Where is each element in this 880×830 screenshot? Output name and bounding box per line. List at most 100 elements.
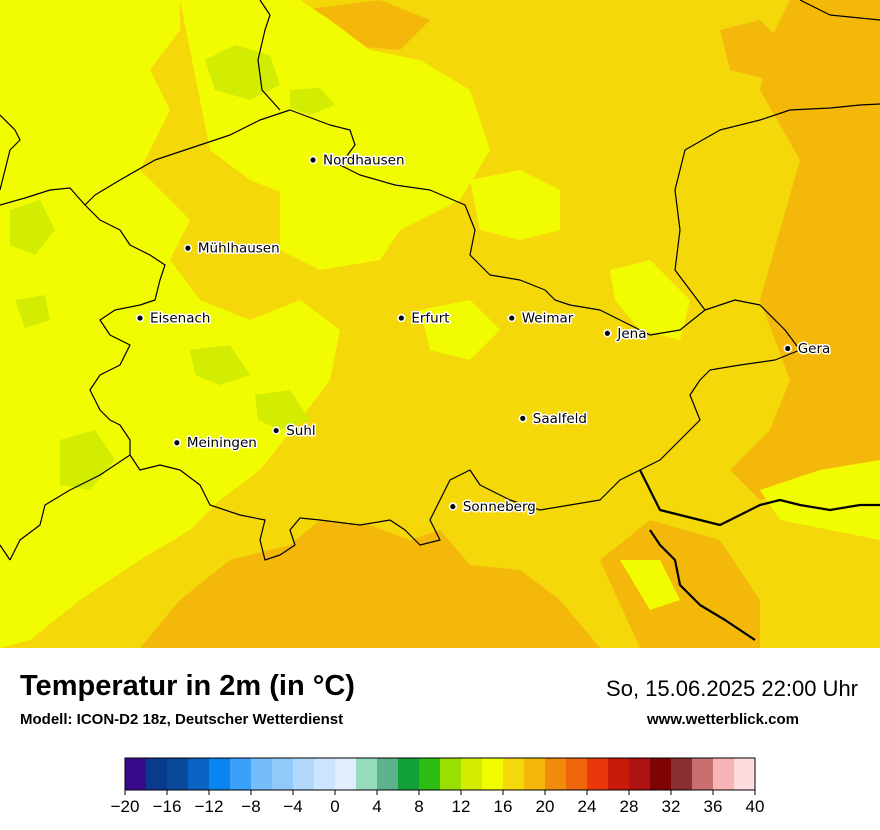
temp-zone-east — [730, 0, 880, 500]
temp-zone-southeast-patch — [760, 460, 880, 540]
city-dot — [137, 315, 143, 321]
legend-tick-label: 28 — [620, 797, 639, 816]
city-label: Saalfeld — [533, 411, 587, 427]
legend-tick-label: 4 — [372, 797, 381, 816]
color-legend: −20 −16 −12 −8 −4 0 4 8 12 16 20 24 28 32 36 40 — [111, 757, 765, 816]
legend-swatch — [524, 758, 546, 790]
city-nordhausen: Nordhausen — [308, 151, 406, 170]
legend-swatches — [124, 757, 756, 791]
city-label: Gera — [798, 341, 831, 357]
legend-tick-label: −20 — [111, 797, 140, 816]
city-label: Eisenach — [150, 311, 210, 327]
temp-zone-cool-west — [10, 200, 55, 255]
temp-zone-east-patch — [610, 260, 690, 340]
city-dot — [604, 330, 611, 336]
temp-zones-20-22 — [140, 0, 880, 648]
website-link[interactable]: www.wetterblick.com — [647, 711, 799, 728]
city-dot — [450, 503, 456, 510]
state-border-northwest — [0, 114, 21, 191]
city-dot — [509, 315, 515, 321]
temp-zone-cool-hainich — [15, 295, 50, 328]
legend-tick-label: −4 — [283, 797, 302, 816]
legend-tick-label: −16 — [153, 797, 182, 816]
legend-swatch — [566, 758, 588, 790]
legend-swatch — [503, 758, 525, 790]
legend-tick-label: 16 — [494, 797, 513, 816]
legend-tick-label: −8 — [241, 797, 260, 816]
legend-swatch — [377, 758, 399, 790]
city-markers: Nordhausen Mühlhausen Eisenach Erfurt Weimar… — [135, 151, 832, 517]
legend-swatch — [209, 758, 231, 790]
legend-tick-label: 36 — [704, 797, 723, 816]
city-label: Erfurt — [411, 311, 449, 327]
temp-zone-center-band — [280, 180, 400, 270]
legend-swatch — [629, 758, 651, 790]
legend-tick-label: −12 — [195, 797, 224, 816]
city-label: Suhl — [286, 423, 315, 439]
city-jena: Jena — [603, 324, 648, 343]
state-border-west — [0, 187, 86, 206]
city-dot — [520, 415, 526, 421]
city-sonneberg: Sonneberg — [448, 498, 537, 517]
legend-swatch — [146, 758, 168, 790]
legend-swatch — [356, 758, 378, 790]
city-label: Sonneberg — [463, 499, 536, 515]
temp-zone-cool-southwest — [60, 430, 115, 490]
city-dot — [398, 315, 404, 321]
city-dot — [310, 157, 316, 163]
legend-swatch — [461, 758, 483, 790]
legend-swatch — [692, 758, 714, 790]
legend-tick-label: 40 — [746, 797, 765, 816]
temp-zone-erfurt-patch — [420, 300, 500, 360]
temp-zone-northeast — [720, 20, 790, 80]
city-gera: Gera — [783, 339, 832, 358]
legend-swatch — [608, 758, 630, 790]
state-border-east — [674, 103, 880, 311]
city-saalfeld: Saalfeld — [518, 409, 589, 428]
legend-swatch — [251, 758, 273, 790]
legend-tick-label: 32 — [662, 797, 681, 816]
legend-swatch — [167, 758, 189, 790]
legend-tick-label: 24 — [578, 797, 597, 816]
thuringia-state-border — [84, 109, 801, 561]
legend-tick-label: 20 — [536, 797, 555, 816]
legend-swatch — [335, 758, 357, 790]
temp-zone-cool-north — [290, 88, 335, 115]
legend-swatch — [188, 758, 210, 790]
legend-tick-label: 0 — [330, 797, 339, 816]
state-border-north — [257, 0, 281, 111]
city-mühlhausen: Mühlhausen — [183, 239, 281, 258]
legend-swatch — [671, 758, 693, 790]
city-label: Weimar — [522, 311, 574, 327]
legend-tick-label: 12 — [452, 797, 471, 816]
city-label: Jena — [616, 326, 646, 342]
czech-border-south — [649, 529, 756, 641]
city-dot — [174, 440, 180, 446]
legend-swatch — [734, 758, 756, 790]
city-label: Mühlhausen — [198, 241, 280, 257]
temp-zone-cool-forest-1 — [190, 345, 250, 385]
legend-swatch — [440, 758, 462, 790]
city-label: Nordhausen — [323, 153, 405, 169]
legend-swatch — [314, 758, 336, 790]
city-weimar: Weimar — [507, 309, 575, 328]
model-source: Modell: ICON-D2 18z, Deutscher Wetterdie… — [20, 711, 344, 728]
city-erfurt: Erfurt — [397, 309, 451, 328]
temperature-map: Nordhausen Mühlhausen Eisenach Erfurt Weimar… — [0, 0, 880, 648]
legend-swatch — [545, 758, 567, 790]
map-title: Temperatur in 2m (in °C) — [20, 670, 355, 702]
legend-swatch — [230, 758, 252, 790]
legend-swatch — [398, 758, 420, 790]
temp-zone-south-patch — [620, 560, 680, 610]
state-border-southwest — [9, 454, 131, 561]
legend-swatch — [272, 758, 294, 790]
temp-zone-south — [140, 520, 600, 648]
legend-frame — [124, 757, 756, 791]
legend-swatch — [713, 758, 735, 790]
legend-swatch — [650, 758, 672, 790]
city-dot — [185, 245, 191, 251]
legend-swatch — [482, 758, 504, 790]
temp-zone-cool-forest-2 — [255, 390, 310, 430]
city-eisenach: Eisenach — [135, 309, 212, 328]
temp-zone-northeast-patch — [470, 170, 560, 240]
